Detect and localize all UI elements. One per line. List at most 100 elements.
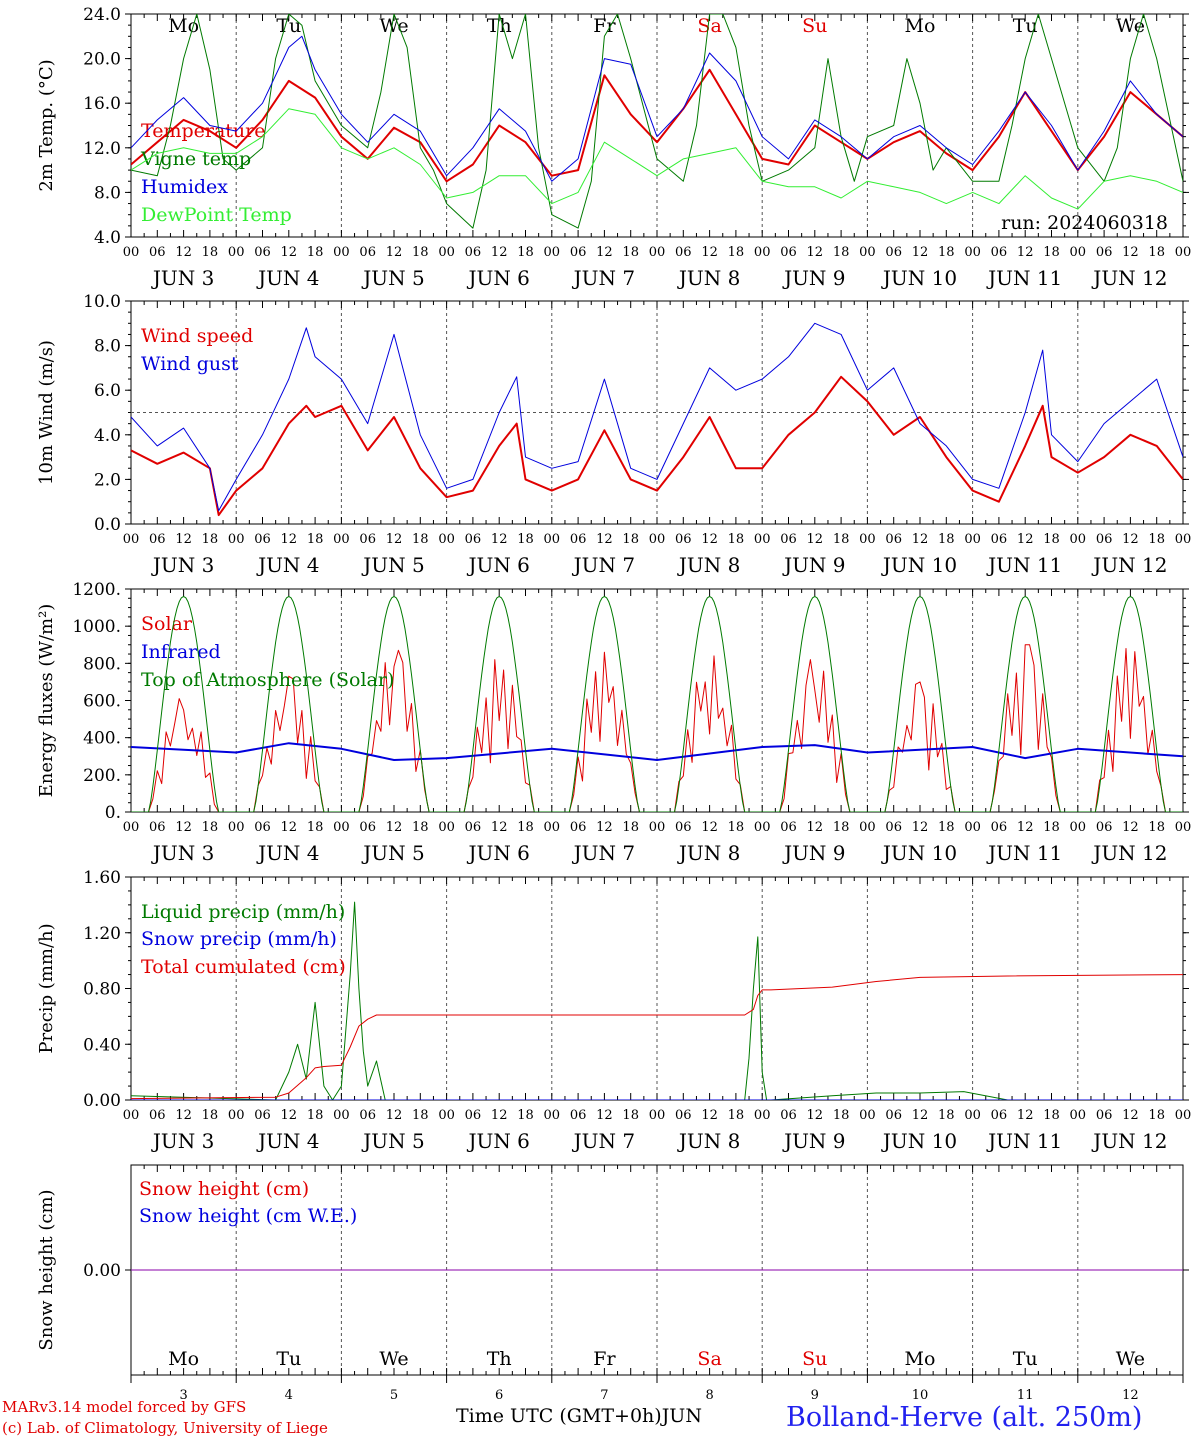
x-day-label: JUN 8: [677, 1129, 740, 1153]
x-hour-label: 12: [175, 532, 192, 547]
series-line-2: [131, 14, 1183, 229]
y-tick-label: 1000.: [72, 617, 121, 637]
x-hour-label: 12: [281, 1108, 298, 1123]
x-hour-label: 00: [754, 820, 771, 835]
x-hour-label: 12: [596, 245, 613, 260]
x-hour-label: 18: [1043, 820, 1060, 835]
x-hour-label: 12: [386, 532, 403, 547]
y-tick-label: 12.0: [83, 139, 121, 159]
x-hour-label: 18: [202, 820, 219, 835]
x-day-label: JUN 6: [466, 553, 529, 577]
chart-panel-2: 0.0 2.0 4.0 6.0 8.0 10.0 10m Wind (m/s) 00 06 12 1…: [36, 292, 1191, 577]
plot-frame: [130, 588, 1184, 813]
y-tick-label: 16.0: [83, 94, 121, 114]
weekday-label: We: [379, 15, 408, 37]
x-hour-label: 00: [333, 820, 350, 835]
weekday-label: Mo: [905, 1348, 936, 1370]
x-hour-label: 12: [175, 820, 192, 835]
x-hour-label: 06: [149, 532, 166, 547]
x-day-label: JUN 7: [572, 266, 635, 290]
x-hour-label: 06: [675, 532, 692, 547]
x-hour-label: 18: [622, 820, 639, 835]
x-hour-label: 12: [1122, 245, 1139, 260]
x-hour-label: 12: [1122, 820, 1139, 835]
x-hour-label: 06: [254, 1108, 271, 1123]
x-hour-label: 00: [333, 245, 350, 260]
x-hour-label: 00: [544, 820, 561, 835]
y-tick-label: 0.40: [83, 1035, 121, 1055]
x-hour-label: 00: [544, 245, 561, 260]
weekday-label: Tu: [1013, 15, 1038, 37]
y-tick-label: 0.00: [83, 1261, 121, 1281]
x-hour-label: 18: [412, 1108, 429, 1123]
day-number-label: 5: [390, 1388, 398, 1403]
weekday-label: Sa: [697, 15, 721, 37]
x-hour-label: 18: [728, 532, 745, 547]
legend-entry: DewPoint Temp: [141, 204, 292, 226]
x-hour-label: 00: [438, 532, 455, 547]
x-hour-label: 18: [307, 532, 324, 547]
site-title: Bolland-Herve (alt. 250m): [786, 1402, 1143, 1433]
x-hour-label: 18: [833, 1108, 850, 1123]
legend-entry: Top of Atmosphere (Solar): [141, 669, 394, 691]
x-hour-label: 00: [649, 532, 666, 547]
day-number-label: 7: [600, 1388, 608, 1403]
x-day-label: JUN 3: [151, 266, 214, 290]
x-day-label: JUN 5: [361, 1129, 424, 1153]
weekday-label: Th: [487, 15, 512, 37]
x-hour-label: 00: [964, 532, 981, 547]
x-hour-label: 00: [964, 245, 981, 260]
x-day-label: JUN 8: [677, 553, 740, 577]
weekday-label: Th: [487, 1348, 512, 1370]
x-hour-label: 12: [491, 245, 508, 260]
x-hour-label: 06: [675, 1108, 692, 1123]
x-hour-label: 06: [254, 532, 271, 547]
x-hour-label: 06: [570, 245, 587, 260]
x-day-label: JUN 8: [677, 266, 740, 290]
x-hour-label: 06: [885, 1108, 902, 1123]
y-tick-label: 200.: [83, 766, 121, 786]
x-hour-label: 06: [780, 1108, 797, 1123]
x-hour-label: 12: [491, 820, 508, 835]
y-axis-label: Precip (mm/h): [36, 923, 57, 1053]
y-tick-label: 6.0: [94, 381, 121, 401]
chart-panel-3: 0. 200. 400. 600. 800. 1000. 1200. Energy fluxe…: [36, 580, 1191, 865]
x-hour-label: 00: [754, 1108, 771, 1123]
lab-credit: (c) Lab. of Climatology, University of L…: [2, 1419, 328, 1437]
y-tick-label: 1200.: [72, 580, 121, 600]
x-hour-label: 12: [912, 532, 929, 547]
x-hour-label: 00: [123, 245, 140, 260]
weekday-label: Mo: [168, 1348, 199, 1370]
x-hour-label: 18: [728, 820, 745, 835]
x-hour-label: 00: [1070, 1108, 1087, 1123]
x-hour-label: 12: [386, 820, 403, 835]
x-hour-label: 00: [438, 245, 455, 260]
series-line-2: [131, 322, 1183, 512]
chart-panel-5: 0.00 Snow height (cm) Mo Tu We Th Fr Sa Su Mo Tu We…: [36, 1164, 1189, 1403]
x-hour-label: 12: [175, 245, 192, 260]
x-hour-label: 18: [1148, 820, 1165, 835]
x-hour-label: 18: [1148, 532, 1165, 547]
legend-entry: Infrared: [141, 641, 221, 663]
x-day-label: JUN 9: [782, 841, 845, 865]
x-hour-label: 06: [1096, 820, 1113, 835]
x-hour-label: 12: [386, 245, 403, 260]
y-axis-label: 10m Wind (m/s): [36, 340, 57, 485]
x-hour-label: 00: [228, 245, 245, 260]
x-hour-label: 12: [701, 1108, 718, 1123]
chart-panel-4: 0.00 0.40 0.80 1.20 1.60 Precip (mm/h) 00 06 12 1…: [36, 868, 1191, 1153]
x-hour-label: 06: [570, 532, 587, 547]
x-hour-label: 06: [149, 245, 166, 260]
x-hour-label: 12: [596, 820, 613, 835]
x-day-label: JUN 12: [1091, 553, 1167, 577]
x-hour-label: 12: [596, 532, 613, 547]
weekday-label: Mo: [905, 15, 936, 37]
y-tick-label: 2.0: [94, 470, 121, 490]
series-line-2: [131, 742, 1183, 761]
weekday-label: Fr: [593, 1348, 616, 1370]
x-hour-label: 06: [359, 532, 376, 547]
x-day-label: JUN 6: [466, 1129, 529, 1153]
x-hour-label: 18: [412, 245, 429, 260]
x-hour-label: 06: [1096, 245, 1113, 260]
weekday-label: Sa: [697, 1348, 721, 1370]
